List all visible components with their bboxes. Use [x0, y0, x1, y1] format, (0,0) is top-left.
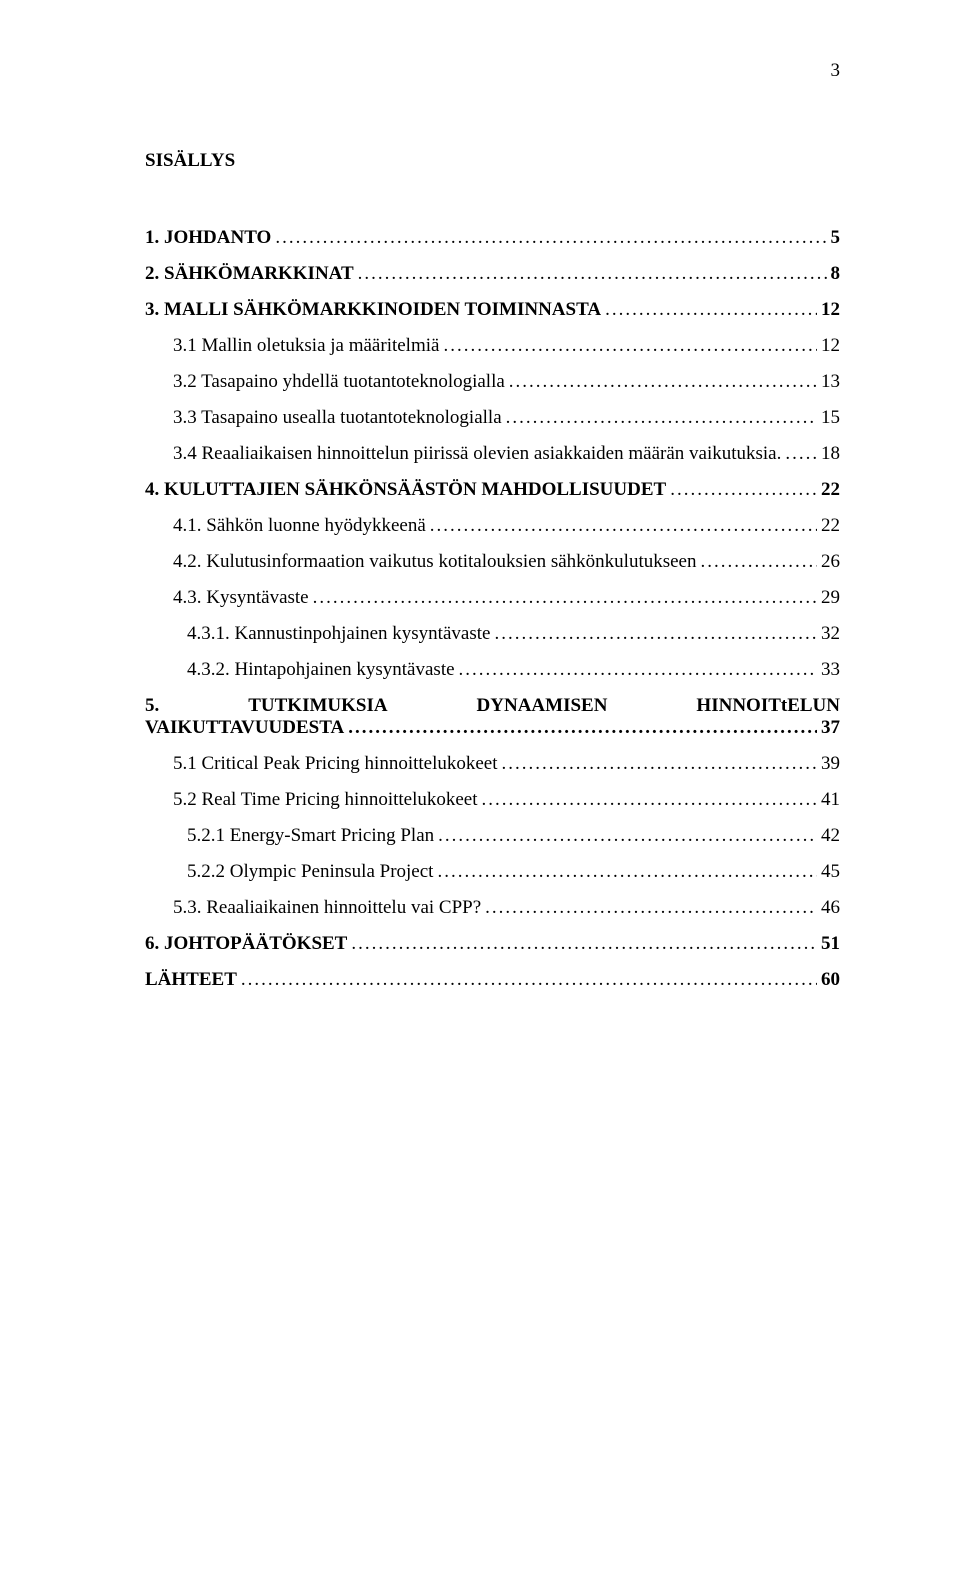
toc-entry: 4.3. Kysyntävaste 29: [145, 587, 840, 609]
toc-leader: [605, 299, 817, 321]
toc-label: 6. JOHTOPÄÄTÖKSET: [145, 933, 347, 955]
toc-page: 5: [831, 227, 841, 249]
toc-leader: [506, 407, 817, 429]
toc-entry: 5.1 Critical Peak Pricing hinnoittelukok…: [145, 753, 840, 775]
toc-label: 3.1 Mallin oletuksia ja määritelmiä: [173, 335, 439, 357]
page-number: 3: [831, 60, 841, 82]
toc-leader: [459, 659, 817, 681]
toc-label: 4.2. Kulutusinformaation vaikutus kotita…: [173, 551, 697, 573]
toc-leader: [313, 587, 817, 609]
toc-page: 22: [821, 479, 840, 501]
toc-entry: 5.2 Real Time Pricing hinnoittelukokeet 4…: [145, 789, 840, 811]
toc-leader: [437, 861, 817, 883]
toc-label: 4.1. Sähkön luonne hyödykkeenä: [173, 515, 426, 537]
toc-page: 18: [821, 443, 840, 465]
toc-entry: 3.4 Reaaliaikaisen hinnoittelun piirissä…: [145, 443, 840, 465]
toc-leader: [494, 623, 817, 645]
toc-entry: 4.1. Sähkön luonne hyödykkeenä 22: [145, 515, 840, 537]
toc-leader: [348, 717, 817, 739]
toc-page: 32: [821, 623, 840, 645]
toc-label: 4.3.2. Hintapohjainen kysyntävaste: [187, 659, 455, 681]
toc-leader: [443, 335, 817, 357]
toc-entry: 5.3. Reaaliaikainen hinnoittelu vai CPP?…: [145, 897, 840, 919]
toc-label: 5.3. Reaaliaikainen hinnoittelu vai CPP?: [173, 897, 481, 919]
toc-page: 60: [821, 969, 840, 991]
toc-page: 46: [821, 897, 840, 919]
toc-leader: [482, 789, 817, 811]
toc-page: 29: [821, 587, 840, 609]
toc-leader: [701, 551, 818, 573]
toc-label: 3.2 Tasapaino yhdellä tuotantoteknologia…: [173, 371, 505, 393]
toc-label: 3. MALLI SÄHKÖMARKKINOIDEN TOIMINNASTA: [145, 299, 601, 321]
toc-leader: [670, 479, 817, 501]
toc-page: 8: [831, 263, 841, 285]
toc-leader: [438, 825, 817, 847]
toc-label: 2. SÄHKÖMARKKINAT: [145, 263, 354, 285]
toc-page: 33: [821, 659, 840, 681]
toc-label: 4.3. Kysyntävaste: [173, 587, 309, 609]
page: 3 SISÄLLYS 1. JOHDANTO 5 2. SÄHKÖMARKKINAT…: [0, 0, 960, 1575]
toc-leader: [430, 515, 817, 537]
toc-entry: 3.1 Mallin oletuksia ja määritelmiä 12: [145, 335, 840, 357]
toc-entry: 4.3.2. Hintapohjainen kysyntävaste 33: [145, 659, 840, 681]
toc-entry: 2. SÄHKÖMARKKINAT 8: [145, 263, 840, 285]
toc-label: 5.1 Critical Peak Pricing hinnoittelukok…: [173, 753, 498, 775]
toc-leader: [485, 897, 817, 919]
toc-label: 5.2 Real Time Pricing hinnoittelukokeet: [173, 789, 478, 811]
toc-page: 26: [821, 551, 840, 573]
toc-entry-section5: 5. TUTKIMUKSIA DYNAAMISEN HINNOITtELUN V…: [145, 695, 840, 739]
toc-page: 15: [821, 407, 840, 429]
toc-leader: [275, 227, 826, 249]
toc-leader: [351, 933, 817, 955]
toc-entry: LÄHTEET 60: [145, 969, 840, 991]
toc-entry: 3.2 Tasapaino yhdellä tuotantoteknologia…: [145, 371, 840, 393]
toc-page: 51: [821, 933, 840, 955]
toc-label: VAIKUTTAVUUDESTA: [145, 717, 344, 739]
toc-page: 12: [821, 299, 840, 321]
toc-leader: [241, 969, 817, 991]
toc-leader: [509, 371, 817, 393]
toc-entry: 5.2.1 Energy-Smart Pricing Plan 42: [145, 825, 840, 847]
toc-label: 5.2.1 Energy-Smart Pricing Plan: [187, 825, 434, 847]
toc-page: 42: [821, 825, 840, 847]
toc-entry: 6. JOHTOPÄÄTÖKSET 51: [145, 933, 840, 955]
toc-page: 13: [821, 371, 840, 393]
toc-label: TUTKIMUKSIA: [248, 695, 387, 717]
toc-entry: 1. JOHDANTO 5: [145, 227, 840, 249]
toc-label: HINNOITtELUN: [696, 695, 840, 717]
toc-leader: [358, 263, 827, 285]
toc-label: 4.3.1. Kannustinpohjainen kysyntävaste: [187, 623, 490, 645]
toc-entry: 4. KULUTTAJIEN SÄHKÖNSÄÄSTÖN MAHDOLLISUU…: [145, 479, 840, 501]
toc-label: 4. KULUTTAJIEN SÄHKÖNSÄÄSTÖN MAHDOLLISUU…: [145, 479, 666, 501]
toc-label: LÄHTEET: [145, 969, 237, 991]
toc-label: 1. JOHDANTO: [145, 227, 271, 249]
toc-entry-line2: VAIKUTTAVUUDESTA 37: [145, 717, 840, 739]
toc-leader: [502, 753, 817, 775]
toc-page: 39: [821, 753, 840, 775]
toc-block: 1. JOHDANTO 5 2. SÄHKÖMARKKINAT 8 3. MALLI S…: [145, 227, 840, 681]
toc-entry: 4.3.1. Kannustinpohjainen kysyntävaste 32: [145, 623, 840, 645]
toc-label: DYNAAMISEN: [477, 695, 608, 717]
toc-page: 41: [821, 789, 840, 811]
toc-entry: 3. MALLI SÄHKÖMARKKINOIDEN TOIMINNASTA 12: [145, 299, 840, 321]
toc-label: 5.2.2 Olympic Peninsula Project: [187, 861, 433, 883]
toc-entry-line1: 5. TUTKIMUKSIA DYNAAMISEN HINNOITtELUN: [145, 695, 840, 717]
toc-entry: 3.3 Tasapaino usealla tuotantoteknologia…: [145, 407, 840, 429]
toc-page: 37: [821, 717, 840, 739]
toc-entry: 5.2.2 Olympic Peninsula Project 45: [145, 861, 840, 883]
toc-leader: [785, 443, 817, 465]
toc-page: 45: [821, 861, 840, 883]
toc-page: 22: [821, 515, 840, 537]
toc-block: 5.1 Critical Peak Pricing hinnoittelukok…: [145, 753, 840, 991]
toc-entry: 4.2. Kulutusinformaation vaikutus kotita…: [145, 551, 840, 573]
toc-page: 12: [821, 335, 840, 357]
toc-label: 3.4 Reaaliaikaisen hinnoittelun piirissä…: [173, 443, 781, 465]
toc-label: 3.3 Tasapaino usealla tuotantoteknologia…: [173, 407, 502, 429]
toc-label: 5.: [145, 695, 159, 717]
toc-heading: SISÄLLYS: [145, 150, 840, 172]
